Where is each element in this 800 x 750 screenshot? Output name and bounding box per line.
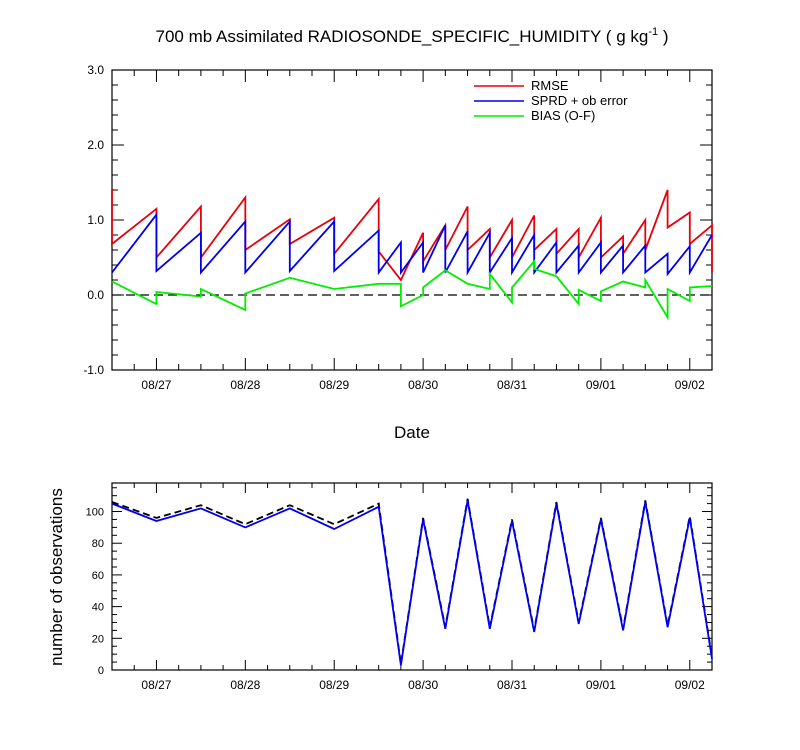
y-axis-label-observations: number of observations: [47, 488, 66, 666]
x-tick-label: 09/02: [675, 678, 705, 692]
series-line-sprd-ob-error: [111, 212, 713, 277]
series-line-bias-o-f: [111, 258, 713, 321]
x-tick-label: 08/31: [497, 678, 527, 692]
x-tick-label: 08/30: [408, 678, 438, 692]
series-line-observations-possible: [111, 498, 713, 664]
series-line-observations-assimilated: [111, 500, 713, 666]
x-tick-label: 09/01: [586, 678, 616, 692]
top-plot: 08/27 08/28 08/29 08/30 08/31 09/01 09/02 -1.0 0…: [83, 63, 713, 442]
x-tick-label: 08/29: [319, 678, 349, 692]
legend: RMSE SPRD + ob error BIAS (O-F): [474, 78, 628, 123]
chart-title: 700 mb Assimilated RADIOSONDE_SPECIFIC_H…: [156, 26, 669, 46]
x-tick-label: 08/30: [408, 378, 438, 392]
legend-label-bias: BIAS (O-F): [531, 108, 595, 123]
x-tick-label: 08/28: [230, 678, 260, 692]
y-tick-label: 0.0: [87, 288, 104, 302]
y-tick-label: 2.0: [87, 138, 104, 152]
y-tick-label: 1.0: [87, 213, 104, 227]
x-axis-label: Date: [394, 423, 430, 442]
top-plot-frame: [111, 69, 713, 371]
x-tick-label: 08/29: [319, 378, 349, 392]
bottom-plot-frame: [111, 482, 713, 671]
series-line-rmse: [111, 189, 713, 282]
x-tick-label: 09/01: [586, 378, 616, 392]
y-tick-label: 100: [86, 507, 104, 519]
bottom-plot: 08/27 08/28 08/29 08/30 08/31 09/01 09/02 0 20 40…: [47, 482, 713, 692]
y-tick-label: 40: [92, 602, 104, 614]
bottom-series-lines: [111, 498, 713, 666]
y-tick-label: 20: [92, 633, 104, 645]
y-tick-label: -1.0: [83, 363, 104, 377]
y-tick-label: 3.0: [87, 63, 104, 77]
top-axis-ticks: 08/27 08/28 08/29 08/30 08/31 09/01 09/02 -1.0 0…: [83, 63, 712, 392]
y-tick-label: 0: [98, 665, 104, 677]
legend-label-sprd: SPRD + ob error: [531, 93, 628, 108]
top-series-lines: [111, 189, 713, 321]
legend-label-rmse: RMSE: [531, 78, 569, 93]
x-tick-label: 08/27: [141, 678, 171, 692]
x-tick-label: 08/28: [230, 378, 260, 392]
bottom-axis-ticks: 08/27 08/28 08/29 08/30 08/31 09/01 09/02 0 20 40…: [86, 483, 712, 692]
y-tick-label: 80: [92, 538, 104, 550]
x-tick-label: 08/31: [497, 378, 527, 392]
y-tick-label: 60: [92, 570, 104, 582]
x-tick-label: 08/27: [141, 378, 171, 392]
x-tick-label: 09/02: [675, 378, 705, 392]
